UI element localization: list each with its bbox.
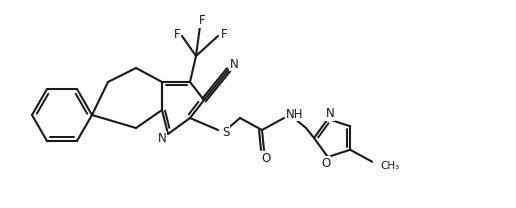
Text: N: N bbox=[157, 131, 166, 145]
Text: F: F bbox=[221, 27, 228, 41]
Text: N: N bbox=[326, 108, 334, 120]
Text: NH: NH bbox=[286, 108, 303, 120]
Text: S: S bbox=[222, 125, 230, 139]
Text: CH₃: CH₃ bbox=[380, 161, 399, 171]
Text: F: F bbox=[199, 15, 205, 27]
Text: O: O bbox=[321, 157, 330, 170]
Text: F: F bbox=[174, 27, 180, 41]
Text: N: N bbox=[230, 57, 238, 71]
Text: O: O bbox=[262, 151, 270, 165]
